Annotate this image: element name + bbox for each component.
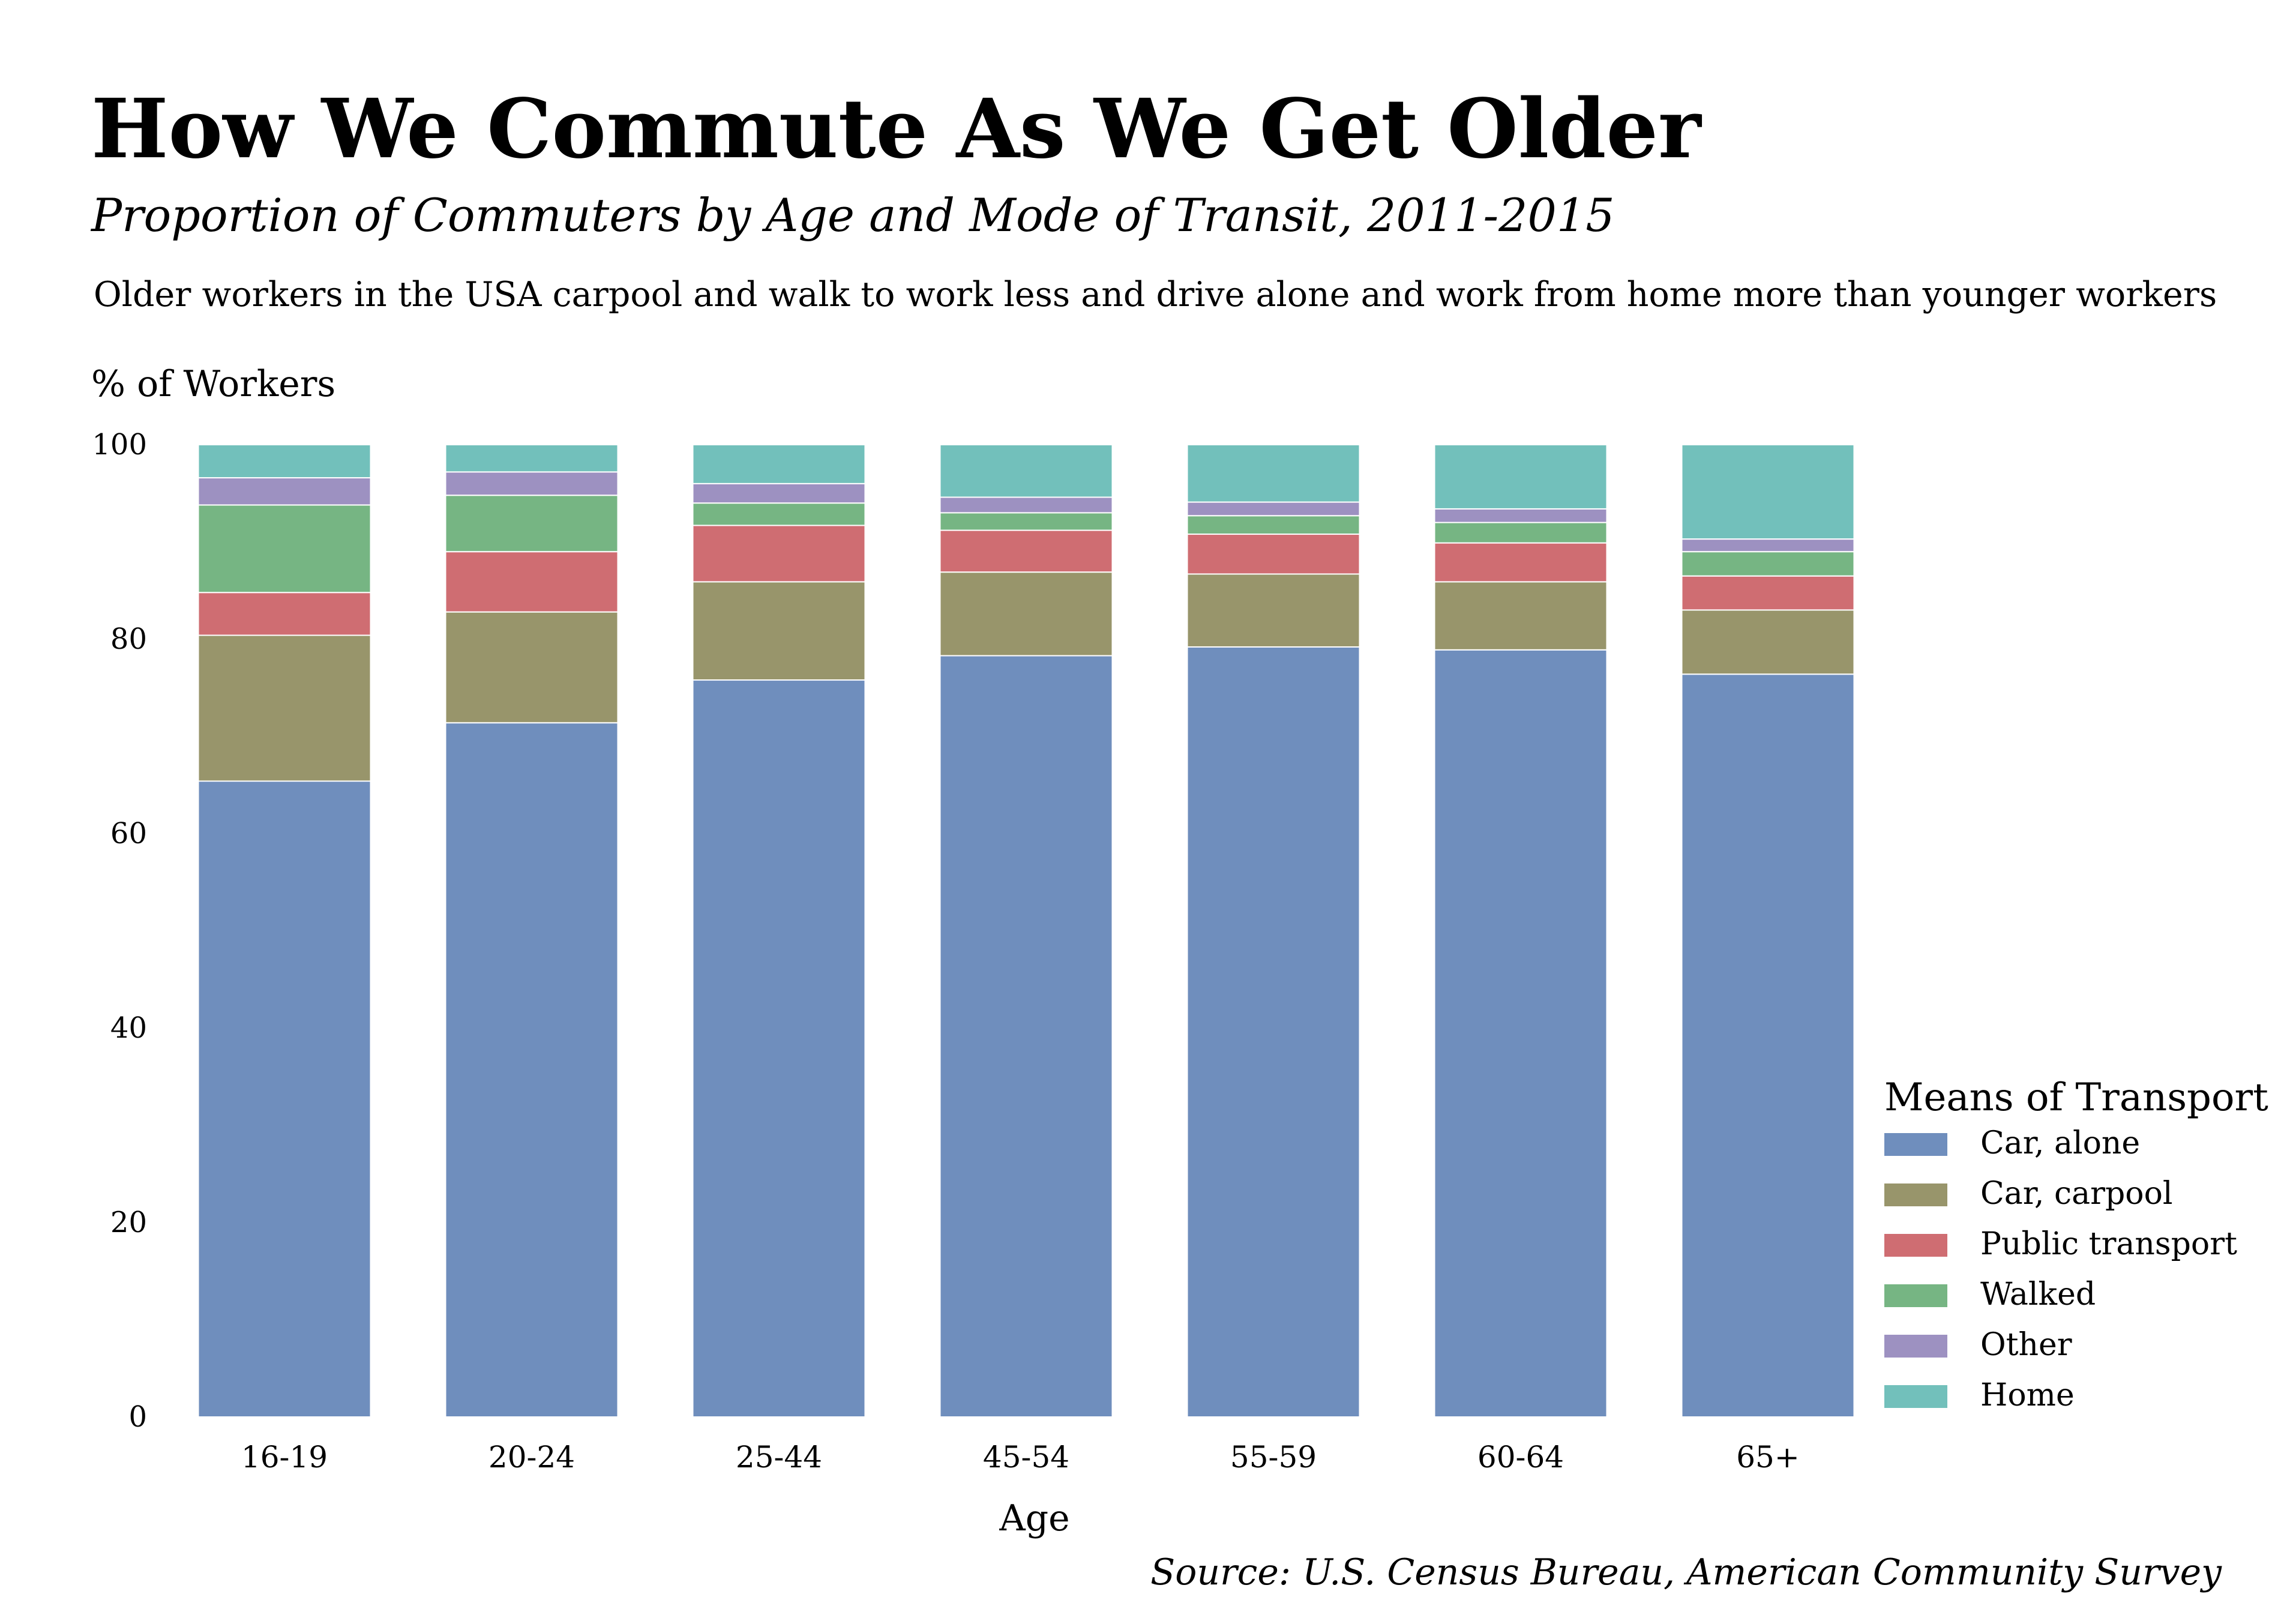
chart-description: Older workers in the USA carpool and wal… — [94, 275, 2217, 314]
bar-segment-car-carpool — [445, 611, 619, 724]
y-axis-ticks: 0 20 40 60 80 100 — [92, 428, 147, 1434]
bar-segment-car-carpool — [197, 634, 371, 782]
bar-segment-public-transport — [1681, 575, 1855, 611]
x-tick-label: 55-59 — [1230, 1440, 1317, 1475]
bar-segment-public-transport — [939, 529, 1113, 573]
bar-segment-car-alone — [692, 679, 866, 1418]
bar-segment-public-transport — [692, 525, 866, 583]
legend-title: Means of Transport — [1884, 1075, 2268, 1120]
bar-segment-home — [1681, 444, 1855, 540]
x-tick-label: 25-44 — [736, 1440, 822, 1475]
y-tick-label: 80 — [110, 622, 147, 656]
bar-segment-car-carpool — [939, 571, 1113, 657]
legend-swatch-car-alone — [1884, 1133, 1947, 1156]
bar-segment-car-carpool — [1186, 573, 1360, 648]
bar-segment-car-alone — [197, 780, 371, 1418]
bar-segment-other — [692, 483, 866, 504]
bar-segment-car-alone — [1434, 649, 1608, 1418]
x-tick-label: 20-24 — [488, 1440, 575, 1475]
bar-segment-public-transport — [197, 592, 371, 636]
legend-swatch-home — [1884, 1385, 1947, 1408]
legend-swatch-public-transport — [1884, 1234, 1947, 1257]
x-axis-label: Age — [999, 1497, 1069, 1539]
bar-segment-other — [1186, 501, 1360, 517]
bar-segment-other — [939, 496, 1113, 514]
y-tick-label: 60 — [110, 817, 147, 850]
legend-label-walked: Walked — [1980, 1277, 2096, 1313]
bar-segment-home — [445, 444, 619, 473]
bar-segment-public-transport — [445, 551, 619, 613]
x-tick-label: 60-64 — [1477, 1440, 1564, 1475]
x-tick-label: 45-54 — [983, 1440, 1069, 1475]
legend-swatch-car-carpool — [1884, 1183, 1947, 1206]
bar-segment-home — [1434, 444, 1608, 510]
bar-segment-car-alone — [1681, 673, 1855, 1418]
legend-swatch-other — [1884, 1335, 1947, 1358]
y-tick-label: 100 — [92, 428, 147, 462]
legend-label-car-carpool: Car, carpool — [1980, 1176, 2173, 1212]
bar-segment-walked — [445, 495, 619, 553]
y-axis-label: % of Workers — [91, 363, 335, 405]
bar-segment-other — [1434, 508, 1608, 523]
bar-segment-home — [1186, 444, 1360, 503]
bar-segment-car-alone — [1186, 646, 1360, 1418]
stacked-bars — [197, 444, 1855, 1418]
chart-title: How We Commute As We Get Older — [91, 81, 1702, 177]
y-tick-label: 40 — [110, 1011, 147, 1045]
x-tick-label: 65+ — [1736, 1440, 1800, 1475]
bar-segment-walked — [1434, 522, 1608, 544]
bar-segment-home — [939, 444, 1113, 498]
bar-segment-car-carpool — [1681, 609, 1855, 675]
bar-segment-car-alone — [939, 655, 1113, 1418]
bar-segment-car-alone — [445, 722, 619, 1418]
bar-segment-car-carpool — [692, 581, 866, 681]
bar-segment-other — [445, 471, 619, 496]
legend-label-home: Home — [1980, 1377, 2075, 1413]
legend-label-public-transport: Public transport — [1980, 1226, 2237, 1262]
bar-segment-walked — [1186, 515, 1360, 535]
bar-segment-other — [1681, 538, 1855, 553]
bar-segment-car-carpool — [1434, 581, 1608, 651]
bar-segment-home — [692, 444, 866, 484]
bar-segment-walked — [692, 502, 866, 526]
chart-subtitle: Proportion of Commuters by Age and Mode … — [90, 188, 1615, 242]
y-tick-label: 0 — [128, 1400, 147, 1434]
legend: Means of Transport Car, alone Car, carpoo… — [1884, 1075, 2268, 1413]
bar-segment-public-transport — [1186, 534, 1360, 575]
source-note: Source: U.S. Census Bureau, American Com… — [1150, 1551, 2222, 1593]
bar-segment-other — [197, 477, 371, 506]
bar-segment-walked — [1681, 551, 1855, 577]
legend-label-car-alone: Car, alone — [1980, 1125, 2140, 1161]
y-tick-label: 20 — [110, 1206, 147, 1239]
bar-segment-public-transport — [1434, 542, 1608, 583]
x-axis-ticks: 16-19 20-24 25-44 45-54 55-59 60-64 65+ — [241, 1440, 1800, 1475]
legend-swatch-walked — [1884, 1284, 1947, 1307]
x-tick-label: 16-19 — [241, 1440, 328, 1475]
legend-label-other: Other — [1980, 1327, 2072, 1363]
bar-segment-walked — [197, 504, 371, 594]
bar-segment-home — [197, 444, 371, 479]
bar-segment-walked — [939, 512, 1113, 531]
